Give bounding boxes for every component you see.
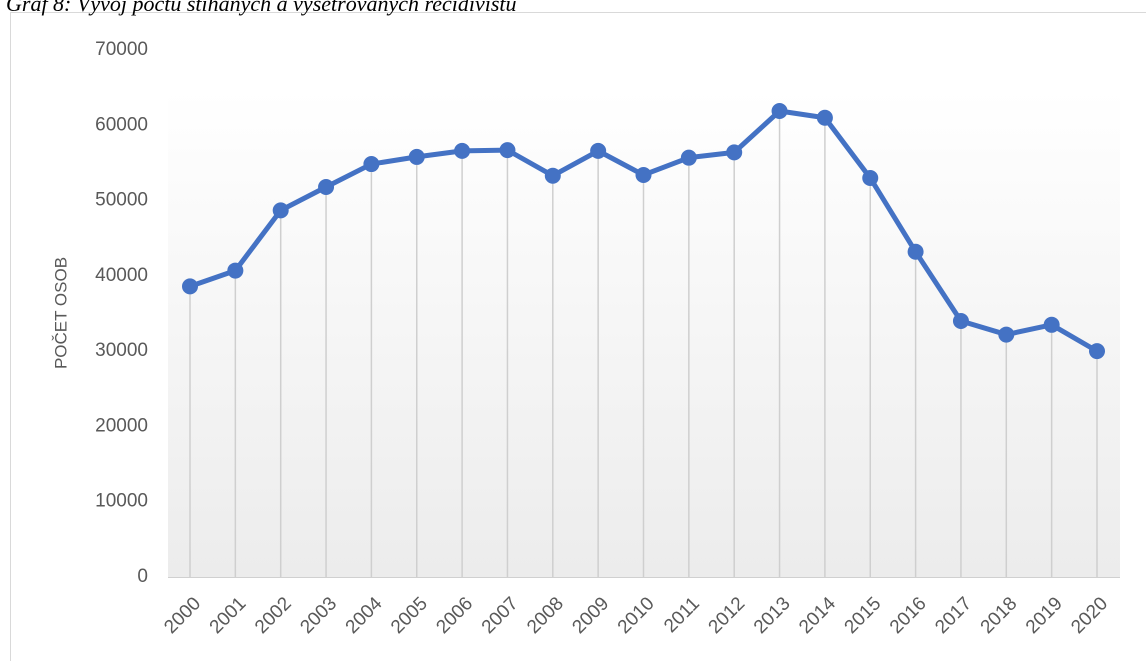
- point: [680, 149, 697, 166]
- point: [816, 109, 833, 126]
- y-tick-label: 10000: [95, 491, 148, 512]
- point: [318, 179, 335, 196]
- point: [499, 142, 516, 159]
- point: [182, 278, 198, 295]
- y-axis-label: POČET OSOB: [51, 257, 70, 369]
- point: [408, 148, 425, 165]
- point: [635, 166, 652, 183]
- y-tick-label: 30000: [95, 340, 148, 361]
- point: [363, 156, 380, 173]
- y-tick-label: 0: [137, 566, 148, 587]
- point: [227, 262, 244, 279]
- point: [771, 102, 788, 119]
- y-tick-label: 50000: [95, 190, 148, 211]
- point: [590, 142, 607, 159]
- point: [1043, 316, 1060, 333]
- chart-title: Graf 8: Vývoj počtu stíhaných a vyšetřov…: [6, 0, 517, 16]
- point: [272, 202, 289, 219]
- point: [544, 167, 561, 184]
- point: [907, 243, 924, 260]
- point: [454, 142, 471, 159]
- point: [1089, 343, 1105, 360]
- point: [726, 144, 743, 161]
- point: [952, 313, 969, 330]
- point: [862, 169, 879, 186]
- y-tick-label: 70000: [95, 39, 148, 60]
- y-tick-label: 40000: [95, 265, 148, 286]
- y-tick-label: 60000: [95, 114, 148, 135]
- point: [998, 326, 1015, 343]
- y-tick-label: 20000: [95, 415, 148, 436]
